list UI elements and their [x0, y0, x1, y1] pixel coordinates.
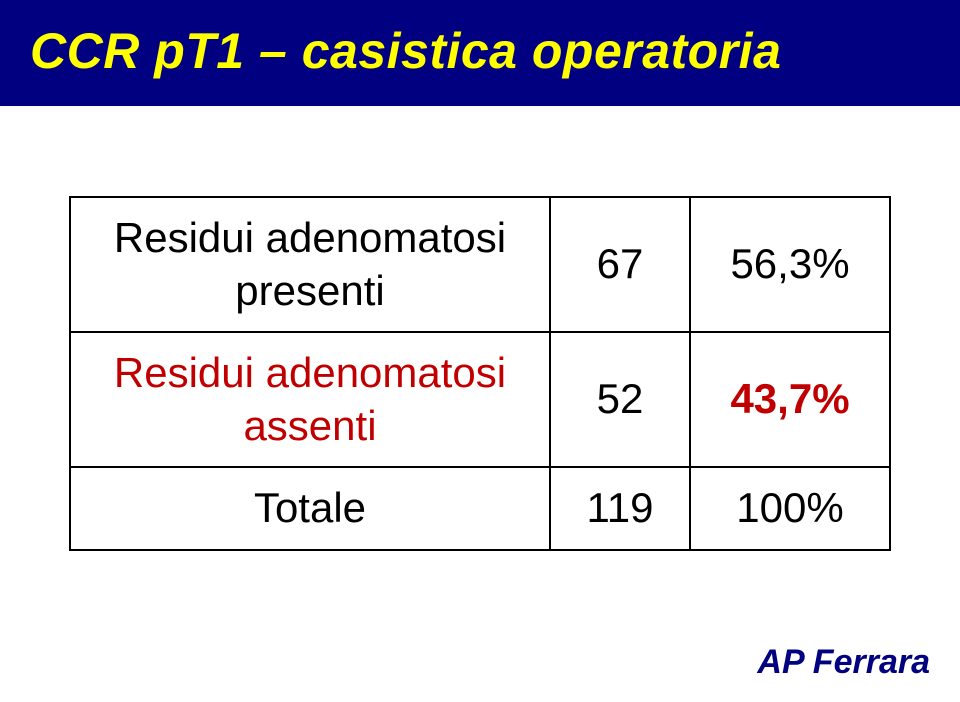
row-pct: 43,7%: [690, 332, 890, 467]
table-row: Residui adenomatosi presenti 67 56,3%: [70, 197, 890, 332]
row-pct: 56,3%: [690, 197, 890, 332]
row-count: 52: [550, 332, 690, 467]
table-container: Residui adenomatosi presenti 67 56,3% Re…: [0, 196, 960, 551]
table-row: Totale 119 100%: [70, 467, 890, 550]
table-row: Residui adenomatosi assenti 52 43,7%: [70, 332, 890, 467]
row-count: 67: [550, 197, 690, 332]
row-label: Residui adenomatosi assenti: [70, 332, 550, 467]
row-label: Totale: [70, 467, 550, 550]
row-count: 119: [550, 467, 690, 550]
data-table: Residui adenomatosi presenti 67 56,3% Re…: [69, 196, 891, 551]
label-line2: assenti: [243, 402, 376, 449]
slide-title: CCR pT1 – casistica operatoria: [30, 22, 930, 80]
row-pct: 100%: [690, 467, 890, 550]
label-line1: Residui adenomatosi: [114, 214, 506, 261]
row-label: Residui adenomatosi presenti: [70, 197, 550, 332]
title-bar: CCR pT1 – casistica operatoria: [0, 0, 960, 106]
label-line1: Totale: [254, 484, 366, 531]
label-line2: presenti: [235, 267, 384, 314]
footer-attribution: AP Ferrara: [757, 643, 930, 682]
label-line1: Residui adenomatosi: [114, 349, 506, 396]
